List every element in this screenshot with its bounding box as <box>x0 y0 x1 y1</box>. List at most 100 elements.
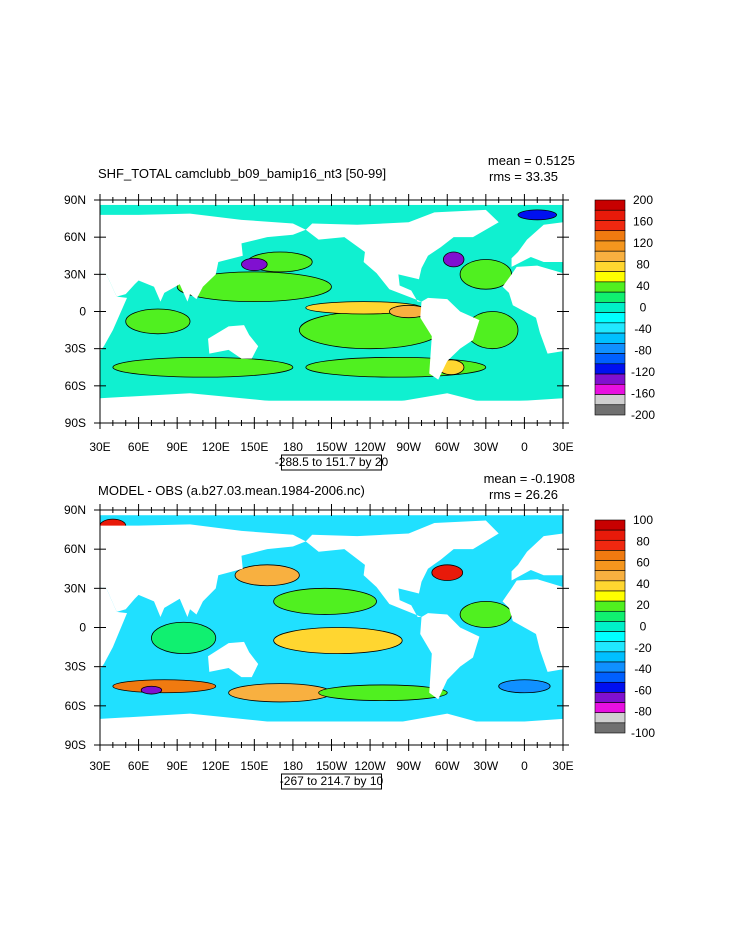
x-tick-label: 60W <box>435 759 460 773</box>
colorbar-label: 40 <box>636 279 650 293</box>
colorbar-box <box>594 722 626 734</box>
x-tick-label: 30E <box>89 440 110 454</box>
land-mask-australia <box>208 325 259 359</box>
colorbar-box <box>594 621 626 632</box>
field-anomaly-region <box>112 679 217 694</box>
field-anomaly-region <box>176 271 332 302</box>
colorbar-label: 80 <box>636 258 650 272</box>
colorbar-label: -60 <box>634 683 652 697</box>
colorbar-box <box>594 570 626 582</box>
y-tick-label: 0 <box>79 305 86 319</box>
colorbar-label: 60 <box>636 556 650 570</box>
colorbar-box <box>594 692 626 703</box>
x-tick-label: 180 <box>283 440 303 454</box>
colorbar-box <box>594 250 626 262</box>
land-mask-antarctica <box>100 713 563 745</box>
field-anomaly-region <box>498 679 551 694</box>
y-tick-label: 30S <box>65 660 86 674</box>
colorbar-label: -80 <box>634 705 652 719</box>
x-tick-label: 150E <box>240 759 268 773</box>
colorbar-box <box>594 394 626 406</box>
land-mask-africaW <box>502 265 563 354</box>
mean-label: mean = 0.5125 <box>488 153 575 168</box>
colorbar-box <box>594 681 626 693</box>
field-anomaly-region <box>442 251 465 268</box>
y-tick-label: 30S <box>65 342 86 356</box>
field-anomaly-region <box>273 627 403 655</box>
field-anomaly-region <box>151 621 217 655</box>
land-mask-africaW <box>502 579 563 672</box>
colorbar-box <box>594 240 626 252</box>
x-tick-label: 60W <box>435 440 460 454</box>
colorbar-label: 20 <box>636 598 650 612</box>
land-mask-antarctica <box>100 393 563 423</box>
colorbar-box <box>594 363 626 375</box>
colorbar-label: 200 <box>633 193 653 207</box>
colorbar-box <box>594 702 626 714</box>
x-tick-label: 60E <box>128 759 149 773</box>
colorbar-box <box>594 199 626 211</box>
y-tick-label: 60S <box>65 379 86 393</box>
x-tick-label: 120E <box>202 759 230 773</box>
colorbar-box <box>594 312 626 324</box>
x-tick-label: 90E <box>166 440 187 454</box>
plot-title: MODEL - OBS (a.b27.03.mean.1984-2006.nc) <box>98 483 365 498</box>
colorbar-box <box>594 560 626 572</box>
field-anomaly-region <box>459 259 512 290</box>
rms-label: rms = 26.26 <box>489 487 558 502</box>
land-mask-africaE <box>100 587 128 670</box>
land-mask-africaE <box>100 273 128 352</box>
x-tick-label: 90E <box>166 759 187 773</box>
colorbar-label: 160 <box>633 215 653 229</box>
land-mask-namerica <box>305 209 499 302</box>
land-mask-eurasia <box>100 524 306 618</box>
colorbar-box <box>594 220 626 232</box>
land-mask-europe <box>511 533 563 581</box>
x-tick-label: 30W <box>473 440 498 454</box>
colorbar-label: 80 <box>636 534 650 548</box>
x-tick-label: 0 <box>521 759 528 773</box>
y-tick-label: 0 <box>79 621 86 635</box>
field-anomaly-region <box>234 564 300 587</box>
colorbar-label: 0 <box>640 301 647 315</box>
y-tick-label: 60N <box>64 542 86 556</box>
land-mask-australia <box>208 641 259 678</box>
x-tick-label: 180 <box>283 759 303 773</box>
colorbar-box <box>594 332 626 344</box>
colorbar-label: -20 <box>634 641 652 655</box>
colorbar-box <box>594 550 626 561</box>
colorbar-label: 100 <box>633 513 653 527</box>
colorbar-label: -120 <box>631 365 655 379</box>
colorbar-box <box>594 600 626 612</box>
colorbar-box <box>594 343 626 354</box>
colorbar-box <box>594 271 626 283</box>
field-anomaly-region <box>298 311 442 350</box>
contour-range-label: -288.5 to 151.7 by 20 <box>275 455 389 469</box>
colorbar-label: 40 <box>636 577 650 591</box>
x-tick-label: 30E <box>552 759 573 773</box>
colorbar-label: -100 <box>631 726 655 740</box>
land-mask-eurasia <box>100 213 306 302</box>
colorbar-label: 120 <box>633 236 653 250</box>
colorbar-box <box>594 651 626 663</box>
land-mask-namerica <box>305 520 499 618</box>
rms-label: rms = 33.35 <box>489 169 558 184</box>
colorbar-box <box>594 373 626 385</box>
colorbar-box <box>594 590 626 602</box>
field-anomaly-region <box>112 356 294 378</box>
x-tick-label: 150W <box>316 759 348 773</box>
land-mask-samerica <box>420 297 480 380</box>
contour-range-box <box>281 773 382 790</box>
colorbar-box <box>594 404 626 416</box>
y-tick-label: 90N <box>64 193 86 207</box>
x-tick-label: 120E <box>202 440 230 454</box>
field-anomaly-region <box>228 683 332 703</box>
field-anomaly-region <box>318 684 448 702</box>
field-anomaly-region <box>517 209 557 221</box>
colorbar-box <box>594 261 626 272</box>
colorbar-box <box>594 302 626 313</box>
colorbar-box <box>594 322 626 334</box>
plot-title: SHF_TOTAL camclubb_b09_bamip16_nt3 [50-9… <box>98 166 386 181</box>
